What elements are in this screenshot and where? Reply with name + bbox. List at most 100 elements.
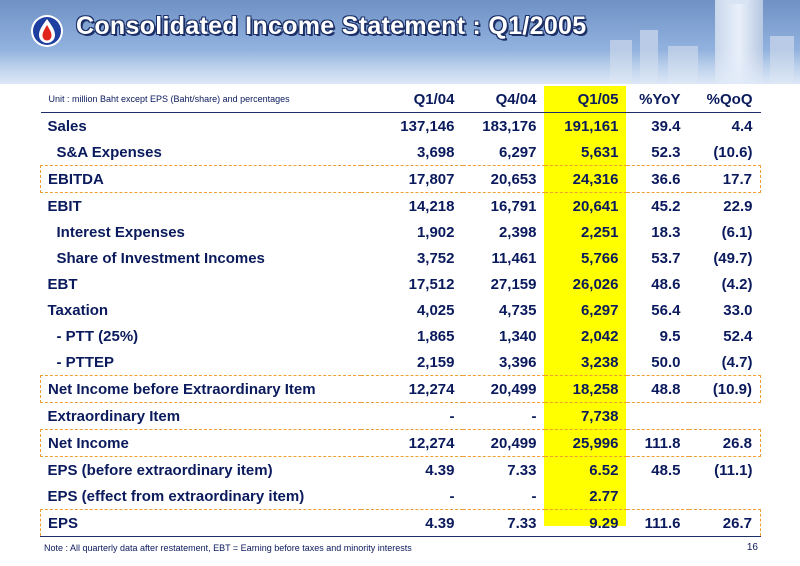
table-row: - PTT (25%) 1,865 1,340 2,042 9.5 52.4 [41, 323, 761, 349]
table-row: Net Income before Extraordinary Item 12,2… [40, 375, 761, 403]
cell-value: 26.8 [688, 429, 761, 457]
cell-value: 137,146 [400, 117, 455, 135]
table-row: Sales 137,146 183,176 191,161 39.4 4.4 [41, 113, 761, 140]
row-label: EPS [40, 509, 361, 537]
row-label: Extraordinary Item [47, 407, 181, 425]
table-row: Net Income 12,274 20,499 25,996 111.8 26.8 [40, 429, 761, 457]
cell-value: 39.4 [651, 117, 681, 135]
cell-value: 7.33 [507, 461, 537, 479]
table-row: EBITDA 17,807 20,653 24,316 36.6 17.7 [40, 165, 761, 193]
cell-value: 27,159 [490, 275, 537, 293]
cell-value: 111.6 [626, 509, 689, 537]
cell-value: 6,297 [498, 143, 537, 161]
cell-value: (4.2) [721, 275, 753, 293]
row-label: - PTT (25%) [56, 327, 139, 345]
cell-value: 12,274 [360, 375, 463, 403]
table-row: EBIT 14,218 16,791 20,641 45.2 22.9 [41, 193, 761, 220]
cell-value: 17.7 [688, 165, 761, 193]
cell-value: 191,161 [564, 117, 619, 135]
row-label: EBIT [47, 197, 82, 215]
cell-value: 26,026 [572, 275, 619, 293]
cell-value: 3,752 [416, 249, 455, 267]
cell-value: 5,766 [580, 249, 619, 267]
cell-value: 9.29 [544, 509, 627, 537]
cell-value: 20,653 [462, 165, 545, 193]
cell-value: 1,340 [498, 327, 537, 345]
cell-value: 3,698 [416, 143, 455, 161]
cell-value [689, 403, 761, 430]
cell-value: 25,996 [544, 429, 627, 457]
table-row: - PTTEP 2,159 3,396 3,238 50.0 (4.7) [41, 349, 761, 376]
cell-value: 9.5 [659, 327, 681, 345]
title-banner: Consolidated Income Statement : Q1/2005 [0, 0, 800, 84]
income-statement-table: Unit : million Baht except EPS (Baht/sha… [40, 86, 761, 537]
cell-value: 3,238 [580, 353, 619, 371]
row-label: EPS (before extraordinary item) [47, 461, 273, 479]
unit-note: Unit : million Baht except EPS (Baht/sha… [40, 86, 361, 113]
row-label: Net Income before Extraordinary Item [40, 375, 361, 403]
cell-value: 53.7 [651, 249, 681, 267]
cell-value: 18,258 [544, 375, 627, 403]
cell-value: 45.2 [651, 197, 681, 215]
flame-logo-icon [31, 15, 63, 47]
column-header: %QoQ [688, 86, 761, 113]
cell-value [627, 403, 689, 430]
row-label: EBT [47, 275, 78, 293]
row-label: Sales [47, 117, 87, 135]
cell-value: 11,461 [491, 249, 537, 267]
table-row: Share of Investment Incomes 3,752 11,461 5,… [41, 245, 761, 271]
table-row: EPS 4.39 7.33 9.29 111.6 26.7 [40, 509, 761, 537]
cell-value: 52.3 [651, 143, 681, 161]
row-label: Taxation [47, 301, 109, 319]
cell-value: 5,631 [580, 143, 619, 161]
cell-value: 12,274 [360, 429, 463, 457]
table-row: EPS (before extraordinary item) 4.39 7.33 6… [41, 457, 761, 484]
row-label: - PTTEP [56, 353, 115, 371]
cell-value: 17,807 [360, 165, 463, 193]
table-row: EPS (effect from extraordinary item) - - 2.… [41, 483, 761, 510]
cell-value: 22.9 [723, 197, 753, 215]
table-row: EBT 17,512 27,159 26,026 48.6 (4.2) [41, 271, 761, 297]
cell-value: 56.4 [651, 301, 681, 319]
cell-value: 7.33 [462, 509, 545, 537]
cell-value: 20,499 [462, 375, 545, 403]
cell-value: 1,902 [416, 223, 455, 241]
cell-value: 36.6 [626, 165, 689, 193]
cell-value: 2.77 [589, 487, 619, 505]
page-number: 16 [746, 542, 758, 553]
cell-value: (10.6) [713, 143, 753, 161]
cell-value: 2,251 [580, 223, 619, 241]
row-label: Share of Investment Incomes [56, 249, 265, 267]
footnote: Note : All quarterly data after restatem… [44, 543, 412, 553]
table-row: Interest Expenses 1,902 2,398 2,251 18.3 (6.1… [41, 219, 761, 245]
cell-value: 18.3 [651, 223, 681, 241]
cell-value: 48.6 [651, 275, 681, 293]
column-header: Q1/05 [544, 86, 627, 113]
cell-value: 26.7 [688, 509, 761, 537]
cell-value: 16,791 [490, 197, 537, 215]
cell-value: 24,316 [544, 165, 627, 193]
table-row: Taxation 4,025 4,735 6,297 56.4 33.0 [41, 297, 761, 323]
cell-value: 4.39 [360, 509, 463, 537]
cell-value: (49.7) [713, 249, 753, 267]
cell-value: 3,396 [498, 353, 537, 371]
row-label: EBITDA [40, 165, 361, 193]
cell-value: 111.8 [626, 429, 689, 457]
cell-value: 52.4 [723, 327, 753, 345]
cell-value [689, 483, 761, 510]
cell-value: 20,499 [462, 429, 545, 457]
cell-value: 2,398 [498, 223, 537, 241]
cell-value: - [531, 487, 537, 505]
table-row: S&A Expenses 3,698 6,297 5,631 52.3 (10.6) [41, 139, 761, 166]
cell-value [627, 483, 689, 510]
cell-value: 4.4 [731, 117, 753, 135]
row-label: Interest Expenses [56, 223, 185, 241]
cell-value: 50.0 [651, 353, 681, 371]
cell-value: 4.39 [425, 461, 455, 479]
cell-value: 2,159 [416, 353, 455, 371]
cell-value: - [531, 407, 537, 425]
cell-value: 14,218 [408, 197, 455, 215]
table-header-row: Unit : million Baht except EPS (Baht/sha… [40, 86, 761, 113]
cell-value: (4.7) [721, 353, 753, 371]
cell-value: 7,738 [580, 407, 619, 425]
